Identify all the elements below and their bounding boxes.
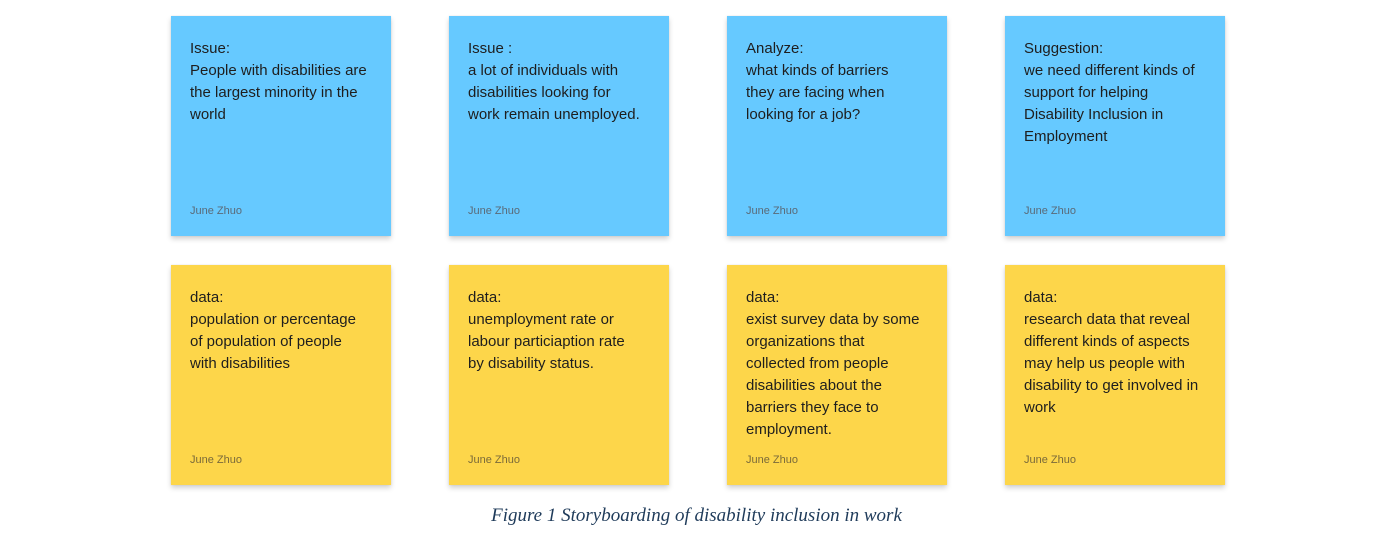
note-line: different kinds of aspects: [1024, 333, 1190, 350]
note-author: June Zhuo: [746, 205, 798, 217]
note-text: data: unemployment rate or labour particia…: [468, 287, 651, 375]
note-line: disabilities about the: [746, 377, 882, 394]
note-text: Issue: People with disabilities are the la…: [190, 38, 373, 126]
note-line: barriers they face to: [746, 399, 879, 416]
note-author: June Zhuo: [1024, 454, 1076, 466]
sticky-note-data-3[interactable]: data: exist survey data by some organizati…: [727, 265, 947, 485]
note-author: June Zhuo: [190, 205, 242, 217]
sticky-note-analyze[interactable]: Analyze: what kinds of barriers they are f…: [727, 16, 947, 236]
note-text: Analyze: what kinds of barriers they are f…: [746, 38, 929, 126]
note-line: with disabilities: [190, 355, 291, 372]
note-text: Suggestion: we need different kinds of sup…: [1024, 38, 1207, 148]
note-author: June Zhuo: [468, 205, 520, 217]
note-line: People with disabilities are: [190, 62, 367, 79]
note-heading: data:: [190, 289, 224, 306]
note-line: exist survey data by some: [746, 311, 920, 328]
note-text: data: exist survey data by some organizati…: [746, 287, 929, 441]
note-author: June Zhuo: [1024, 205, 1076, 217]
note-line: Employment: [1024, 128, 1108, 145]
sticky-note-data-1[interactable]: data: population or percentage of populati…: [171, 265, 391, 485]
note-line: they are facing when: [746, 84, 885, 101]
note-heading: Suggestion:: [1024, 40, 1104, 57]
note-heading: data:: [1024, 289, 1058, 306]
sticky-note-data-4[interactable]: data: research data that reveal different …: [1005, 265, 1225, 485]
sticky-note-data-2[interactable]: data: unemployment rate or labour particia…: [449, 265, 669, 485]
note-line: by disability status.: [468, 355, 594, 372]
note-line: the largest minority in the: [190, 84, 358, 101]
figure-caption: Figure 1 Storyboarding of disability inc…: [491, 505, 902, 526]
note-line: disabilities looking for: [468, 84, 611, 101]
note-line: work: [1024, 399, 1056, 416]
note-line: a lot of individuals with: [468, 62, 619, 79]
note-line: population or percentage: [190, 311, 356, 328]
note-line: of population of people: [190, 333, 342, 350]
note-text: data: research data that reveal different …: [1024, 287, 1207, 419]
note-line: unemployment rate or: [468, 311, 614, 328]
note-author: June Zhuo: [746, 454, 798, 466]
note-line: research data that reveal: [1024, 311, 1190, 328]
note-line: Disability Inclusion in: [1024, 106, 1164, 123]
note-heading: data:: [746, 289, 780, 306]
sticky-note-suggestion[interactable]: Suggestion: we need different kinds of sup…: [1005, 16, 1225, 236]
note-heading: data:: [468, 289, 502, 306]
note-line: support for helping: [1024, 84, 1149, 101]
note-text: Issue : a lot of individuals with disabili…: [468, 38, 651, 126]
note-line: looking for a job?: [746, 106, 861, 123]
note-line: what kinds of barriers: [746, 62, 889, 79]
note-line: collected from people: [746, 355, 889, 372]
note-line: organizations that: [746, 333, 865, 350]
sticky-note-issue-2[interactable]: Issue : a lot of individuals with disabili…: [449, 16, 669, 236]
note-heading: Analyze:: [746, 40, 804, 57]
note-line: we need different kinds of: [1024, 62, 1195, 79]
note-line: work remain unemployed.: [468, 106, 640, 123]
note-author: June Zhuo: [468, 454, 520, 466]
note-heading: Issue :: [468, 40, 513, 57]
note-line: world: [190, 106, 226, 123]
note-author: June Zhuo: [190, 454, 242, 466]
sticky-note-issue-1[interactable]: Issue: People with disabilities are the la…: [171, 16, 391, 236]
note-line: may help us people with: [1024, 355, 1185, 372]
note-heading: Issue:: [190, 40, 231, 57]
note-line: labour particiaption rate: [468, 333, 625, 350]
note-text: data: population or percentage of populati…: [190, 287, 373, 375]
note-line: disability to get involved in: [1024, 377, 1199, 394]
note-line: employment.: [746, 421, 832, 438]
